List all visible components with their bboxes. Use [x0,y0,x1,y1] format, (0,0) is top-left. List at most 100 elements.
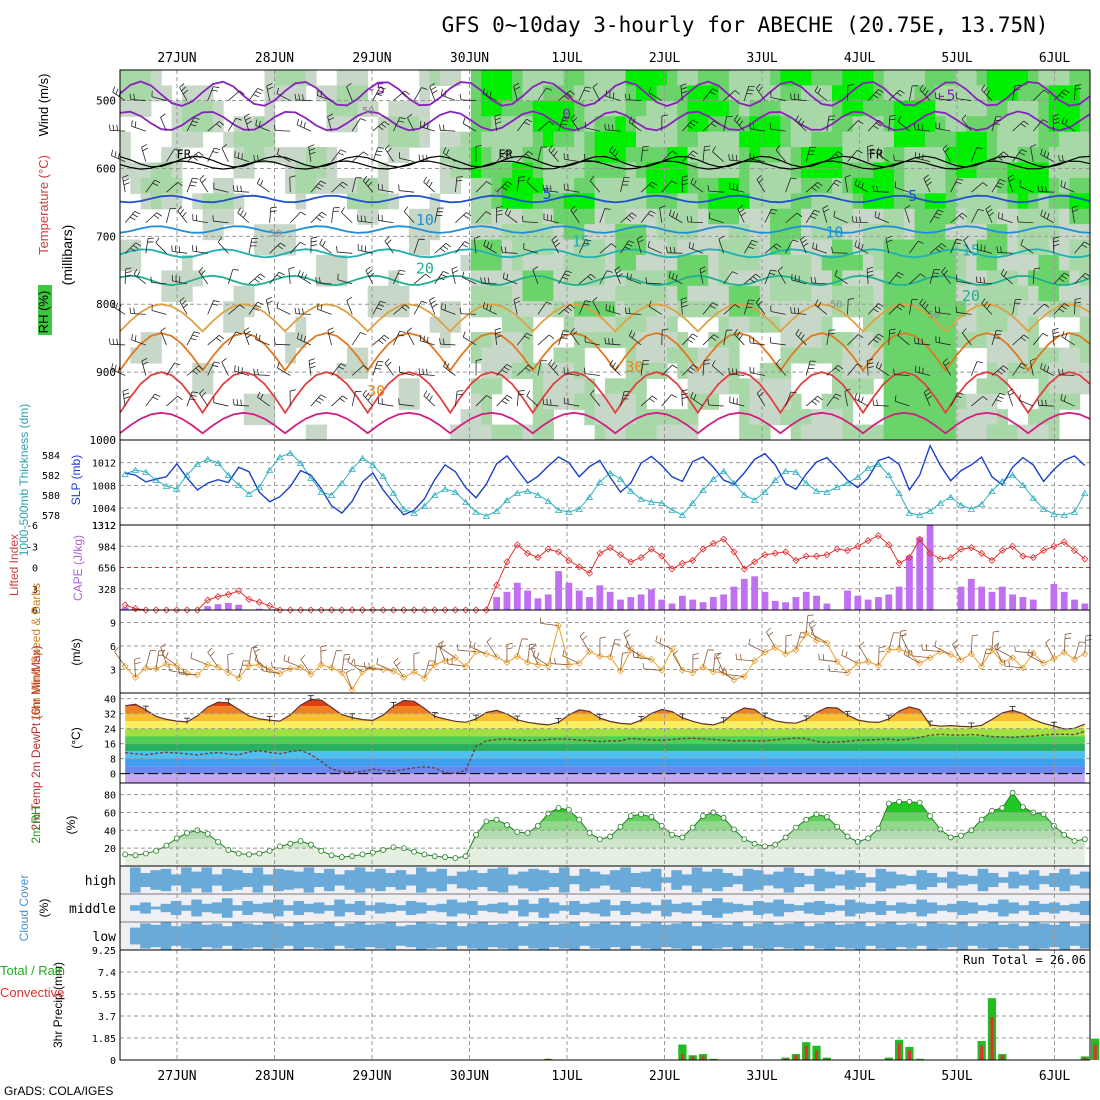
thickness-point [606,469,614,476]
rh-shade-cell [935,424,947,441]
cloud-cell [181,923,192,949]
wind-barb [166,395,183,407]
rh-shade-cell [904,162,916,179]
rh-shade-cell [739,409,750,426]
rh-shade-cell [666,147,678,164]
wind-barb [628,116,642,132]
rh-shade-cell [1079,131,1091,148]
cloud-cell [865,877,876,883]
wind-barb [407,113,415,132]
rh-shade-cell [491,100,503,117]
rh-shade-cell [1017,424,1029,441]
rh-shade-cell [821,85,833,102]
cloud-cell [640,871,652,889]
wind-barb [1052,327,1060,345]
wind-barb [548,145,559,162]
wind-speed-point [895,645,903,653]
cape-bar [823,603,831,610]
lifted-index-point [276,606,284,614]
lifted-index-point [441,606,449,614]
rh-shade-cell [997,147,1008,164]
wind-barb [609,146,621,162]
wind-barb [429,296,438,315]
wind-barb [337,273,353,285]
wind-speed-point [193,671,201,679]
wind-barb [923,174,933,193]
rh-shade-cell [1007,332,1019,349]
rh-shade-cell [966,270,977,287]
wind-barb [283,654,301,668]
thickness-point [874,460,883,467]
rh-point [1020,804,1026,810]
cloud-cell [477,873,488,887]
rh-shade-cell [646,85,658,102]
rh-shade-cell [728,378,740,395]
cloud-cell [221,898,233,918]
thickness-point [771,476,779,483]
wind-barb [459,93,477,101]
li-tick-label: -3 [26,542,38,553]
rh-shade-cell [594,270,606,287]
rh-shade-cell [274,147,286,164]
rh-shade-cell [316,255,327,272]
wind-barb [456,644,477,652]
rh-shade-cell [718,193,730,210]
wind-barb [1012,120,1029,132]
rh-shade-cell [553,100,565,117]
lifted-index-point [400,606,408,614]
rh-shade-cell [481,177,492,194]
rh-shade-cell [749,100,761,117]
wind-barb [413,273,431,285]
rh-shade-cell [666,162,678,179]
rh-shade-cell [1028,347,1039,364]
rh-shade-cell [997,255,1008,272]
precip-convective-bar [691,1056,695,1060]
wind-barb [351,118,367,132]
rh-shade-cell [398,131,410,148]
wind-barb [563,183,580,193]
rh-shade-cell [790,131,802,148]
wind-barb [901,632,910,654]
rh-shade-cell [532,301,544,318]
thickness-point [781,467,790,474]
rh-shade-cell [470,131,482,148]
rh-shade-cell [408,131,420,148]
rh-shade-cell [883,147,895,164]
thickness-point [523,487,532,494]
rh-shade-cell [986,285,998,302]
thickness-point [647,498,656,505]
rh-shade-cell [635,208,647,225]
cloud-cell [181,867,192,893]
wind-barb [161,649,177,666]
wind-barb [1012,334,1029,346]
cloud-cell [324,905,335,911]
rh-shade-cell [697,393,709,410]
wind-speed-point [740,672,748,681]
wind-barb [915,365,931,376]
thickness-point [967,505,976,512]
rh-shade-cell [749,239,761,256]
rh-shade-cell [398,393,410,410]
cloud-cell [844,899,856,917]
cloud-cell [507,905,519,911]
rh-shade-cell [997,131,1008,148]
rh-shade-cell [749,85,761,102]
wind-barb [523,243,539,254]
wind-barb [614,266,623,285]
wind-barb [1061,117,1075,132]
cloud-cell [334,926,345,946]
rh-shade-cell [924,208,936,225]
rh-shade-cell [140,162,152,179]
wind-barb [517,151,534,162]
cape-bar [1019,597,1027,610]
wind-barb [770,91,786,101]
lifted-index-point [771,549,779,557]
wind-barb [207,121,225,132]
rh-shade-cell [821,208,833,225]
rh-shade-cell [150,177,162,194]
rh-shade-cell [326,162,338,179]
rh-shade-cell [574,378,585,395]
wind-barb [131,333,146,346]
rh-shade-cell [120,255,131,272]
